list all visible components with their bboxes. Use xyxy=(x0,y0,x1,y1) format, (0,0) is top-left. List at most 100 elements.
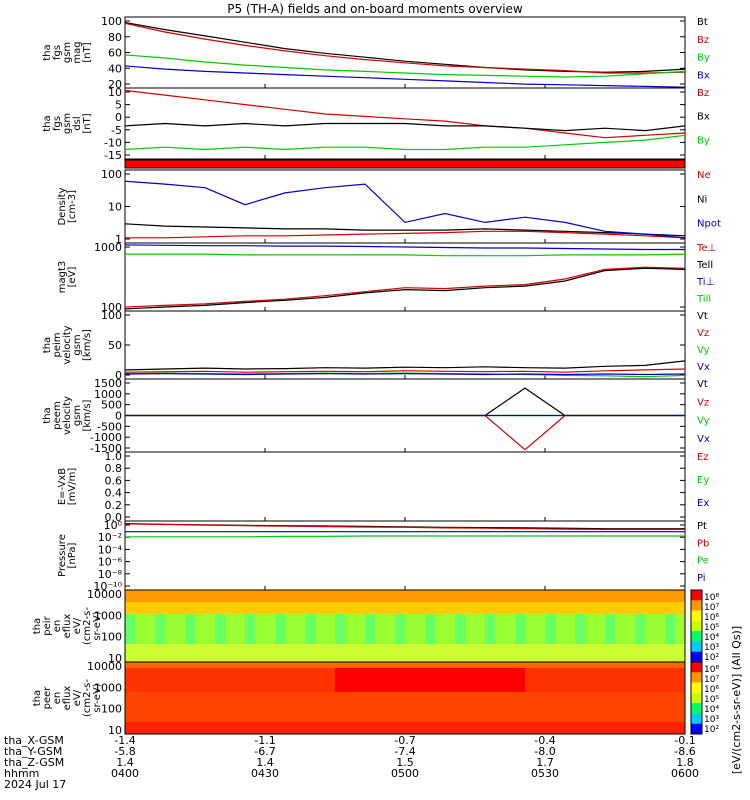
spectrogram-cell xyxy=(225,620,236,627)
spectrogram-cell xyxy=(495,590,506,597)
spectrogram-cell xyxy=(475,668,486,675)
spectrogram-cell xyxy=(255,644,266,651)
y-tick-label: 1 xyxy=(115,233,122,246)
spectrogram-cell xyxy=(125,662,136,669)
spectrogram-cell xyxy=(335,620,346,627)
spectrogram-cell xyxy=(635,590,646,597)
spectrogram-cell xyxy=(355,674,366,681)
spectrogram-cell xyxy=(195,638,206,645)
spectrogram-cell xyxy=(175,620,186,627)
colorbar-tick-label: 10⁷ xyxy=(704,603,719,613)
series-line-Vz xyxy=(124,368,686,373)
spectrogram-cell xyxy=(175,686,186,693)
spectrogram-cell xyxy=(495,614,506,621)
spectrogram-cell xyxy=(185,656,196,663)
spectrogram-cell xyxy=(235,608,246,615)
spectrogram-cell xyxy=(395,608,406,615)
spectrogram-cell xyxy=(425,662,436,669)
spectrogram-cell xyxy=(645,680,656,687)
spectrogram-cell xyxy=(595,602,606,609)
spectrogram-cell xyxy=(425,722,436,729)
spectrogram-cell xyxy=(515,650,526,657)
spectrogram-cell xyxy=(215,710,226,717)
spectrogram-cell xyxy=(315,638,326,645)
spectrogram-cell xyxy=(255,590,266,597)
spectrogram-cell xyxy=(465,596,476,603)
spectrogram-cell xyxy=(345,728,356,735)
spectrogram-cell xyxy=(135,698,146,705)
spectrogram-cell xyxy=(385,728,396,735)
spectrogram-cell xyxy=(285,656,296,663)
spectrogram-cell xyxy=(575,662,586,669)
spectrogram-cell xyxy=(455,638,466,645)
spectrogram-cell xyxy=(585,698,596,705)
spectrogram-cell xyxy=(505,704,516,711)
legend-Ne: Ne xyxy=(697,170,711,181)
spectrogram-cell xyxy=(665,614,676,621)
spectrogram-cell xyxy=(175,638,186,645)
spectrogram-cell xyxy=(565,710,576,717)
spectrogram-cell xyxy=(365,608,376,615)
spectrogram-cell xyxy=(375,656,386,663)
spectrogram-cell xyxy=(485,614,496,621)
spectrogram-cell xyxy=(135,668,146,675)
spectrogram-cell xyxy=(155,692,166,699)
spectrogram-cell xyxy=(545,602,556,609)
spectrogram-cell xyxy=(495,710,506,717)
y-tick-label: -10 xyxy=(104,136,122,149)
spectrogram-cell xyxy=(255,710,266,717)
spectrogram-cell xyxy=(555,620,566,627)
spectrogram-cell xyxy=(425,686,436,693)
spectrogram-cell xyxy=(315,662,326,669)
spectrogram-cell xyxy=(575,626,586,633)
spectrogram-cell xyxy=(165,662,176,669)
spectrogram-cell xyxy=(465,728,476,735)
spectrogram-cell xyxy=(645,710,656,717)
spectrogram-cell xyxy=(465,698,476,705)
spectrogram-cell xyxy=(205,602,216,609)
colorbar-segment xyxy=(691,631,702,642)
spectrogram-cell xyxy=(565,644,576,651)
spectrogram-cell xyxy=(375,590,386,597)
spectrogram-cell xyxy=(275,644,286,651)
spectrogram-cell xyxy=(655,656,666,663)
spectrogram-cell xyxy=(505,626,516,633)
spectrogram-cell xyxy=(235,680,246,687)
spectrogram-cell xyxy=(385,692,396,699)
legend-Bt: Bt xyxy=(697,17,708,28)
spectrogram-cell xyxy=(645,656,656,663)
panel-frame-fgs_gsm_mag xyxy=(124,16,686,89)
spectrogram-cell xyxy=(285,698,296,705)
spectrogram-cell xyxy=(565,704,576,711)
spectrogram-cell xyxy=(355,638,366,645)
spectrogram-cell xyxy=(215,632,226,639)
spectrogram-cell xyxy=(385,632,396,639)
spectrogram-cell xyxy=(325,662,336,669)
spectrogram-cell xyxy=(615,614,626,621)
spectrogram-cell xyxy=(625,704,636,711)
spectrogram-cell xyxy=(415,614,426,621)
spectrogram-cell xyxy=(635,608,646,615)
spectrogram-cell xyxy=(405,620,416,627)
spectrogram-cell xyxy=(575,632,586,639)
spectrogram-cell xyxy=(645,692,656,699)
spectrogram-cell xyxy=(435,692,446,699)
spectrogram-cell xyxy=(605,698,616,705)
spectrogram-cell xyxy=(195,626,206,633)
spectrogram-cell xyxy=(155,620,166,627)
spectrogram-cell xyxy=(215,728,226,735)
spectrogram-cell xyxy=(595,638,606,645)
spectrogram-cell xyxy=(565,620,576,627)
spectrogram-cell xyxy=(195,686,206,693)
spectrogram-cell xyxy=(125,680,136,687)
spectrogram-cell xyxy=(525,674,536,681)
spectrogram-cell xyxy=(135,656,146,663)
legend-Pt: Pt xyxy=(697,521,707,532)
spectrogram-cell xyxy=(615,728,626,735)
spectrogram-cell xyxy=(665,644,676,651)
spectrogram-cell xyxy=(205,722,216,729)
spectrogram-cell xyxy=(165,728,176,735)
spectrogram-cell xyxy=(315,704,326,711)
spectrogram-cell xyxy=(385,704,396,711)
spectrogram-cell xyxy=(215,722,226,729)
